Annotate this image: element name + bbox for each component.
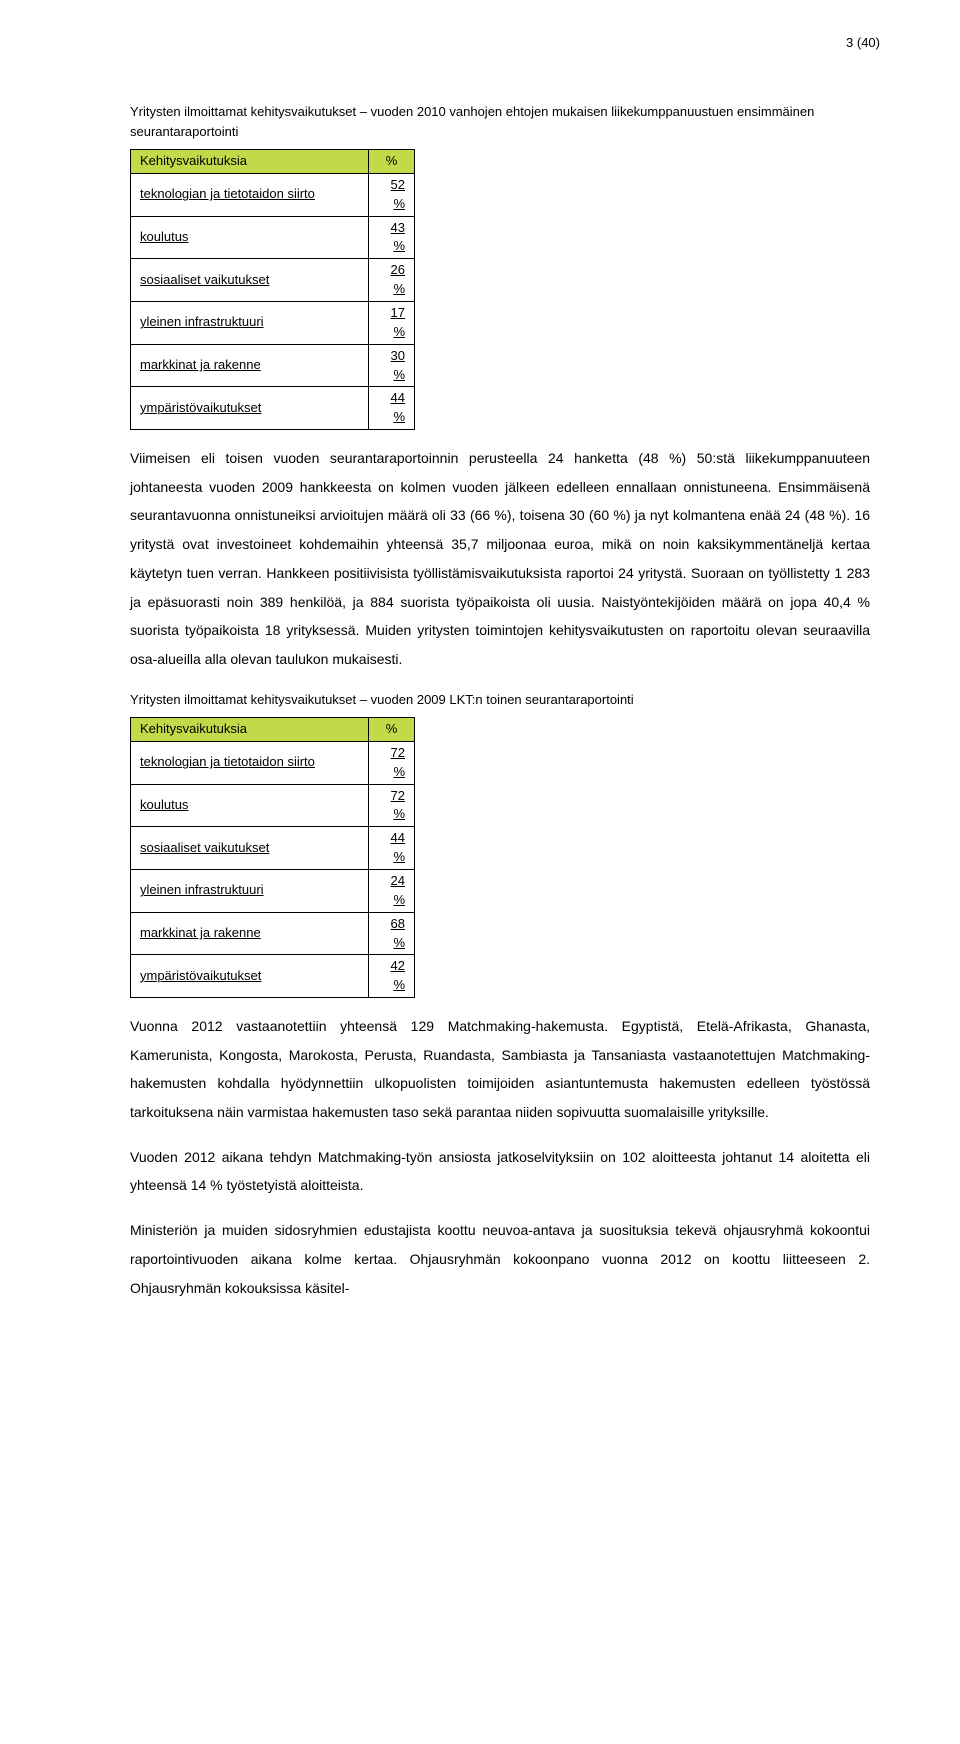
cell-label: yleinen infrastruktuuri xyxy=(131,869,369,912)
paragraph-4: Ministeriön ja muiden sidosryhmien edust… xyxy=(130,1216,870,1302)
cell-value: 17 % xyxy=(369,302,415,345)
table1: Kehitysvaikutuksia % teknologian ja tiet… xyxy=(130,149,415,430)
cell-label: markkinat ja rakenne xyxy=(131,912,369,955)
table-row: teknologian ja tietotaidon siirto72 % xyxy=(131,741,415,784)
cell-label: sosiaaliset vaikutukset xyxy=(131,827,369,870)
cell-value: 30 % xyxy=(369,344,415,387)
table-row: teknologian ja tietotaidon siirto52 % xyxy=(131,173,415,216)
table1-head-label: Kehitysvaikutuksia xyxy=(131,150,369,174)
table-row: yleinen infrastruktuuri17 % xyxy=(131,302,415,345)
cell-value: 68 % xyxy=(369,912,415,955)
cell-label: yleinen infrastruktuuri xyxy=(131,302,369,345)
page-number: 3 (40) xyxy=(130,32,880,54)
cell-value: 44 % xyxy=(369,387,415,430)
table-row: koulutus72 % xyxy=(131,784,415,827)
cell-label: ympäristövaikutukset xyxy=(131,387,369,430)
cell-label: koulutus xyxy=(131,784,369,827)
table1-caption: Yritysten ilmoittamat kehitysvaikutukset… xyxy=(130,102,870,141)
table-row: koulutus43 % xyxy=(131,216,415,259)
cell-label: ympäristövaikutukset xyxy=(131,955,369,998)
cell-value: 72 % xyxy=(369,741,415,784)
table2-head-pct: % xyxy=(369,718,415,742)
cell-label: sosiaaliset vaikutukset xyxy=(131,259,369,302)
table-row: sosiaaliset vaikutukset44 % xyxy=(131,827,415,870)
table2-caption: Yritysten ilmoittamat kehitysvaikutukset… xyxy=(130,690,870,710)
paragraph-2: Vuonna 2012 vastaanotettiin yhteensä 129… xyxy=(130,1012,870,1127)
table2-head-label: Kehitysvaikutuksia xyxy=(131,718,369,742)
table-row: ympäristövaikutukset44 % xyxy=(131,387,415,430)
table-row: markkinat ja rakenne30 % xyxy=(131,344,415,387)
cell-value: 43 % xyxy=(369,216,415,259)
cell-value: 72 % xyxy=(369,784,415,827)
paragraph-1: Viimeisen eli toisen vuoden seurantarapo… xyxy=(130,444,870,674)
table-row: yleinen infrastruktuuri24 % xyxy=(131,869,415,912)
table2: Kehitysvaikutuksia % teknologian ja tiet… xyxy=(130,717,415,998)
table1-head-pct: % xyxy=(369,150,415,174)
cell-value: 26 % xyxy=(369,259,415,302)
table-row: ympäristövaikutukset42 % xyxy=(131,955,415,998)
cell-label: markkinat ja rakenne xyxy=(131,344,369,387)
cell-value: 24 % xyxy=(369,869,415,912)
cell-value: 42 % xyxy=(369,955,415,998)
table-row: markkinat ja rakenne68 % xyxy=(131,912,415,955)
cell-value: 44 % xyxy=(369,827,415,870)
table-row: sosiaaliset vaikutukset26 % xyxy=(131,259,415,302)
cell-value: 52 % xyxy=(369,173,415,216)
cell-label: koulutus xyxy=(131,216,369,259)
paragraph-3: Vuoden 2012 aikana tehdyn Matchmaking-ty… xyxy=(130,1143,870,1200)
cell-label: teknologian ja tietotaidon siirto xyxy=(131,741,369,784)
cell-label: teknologian ja tietotaidon siirto xyxy=(131,173,369,216)
